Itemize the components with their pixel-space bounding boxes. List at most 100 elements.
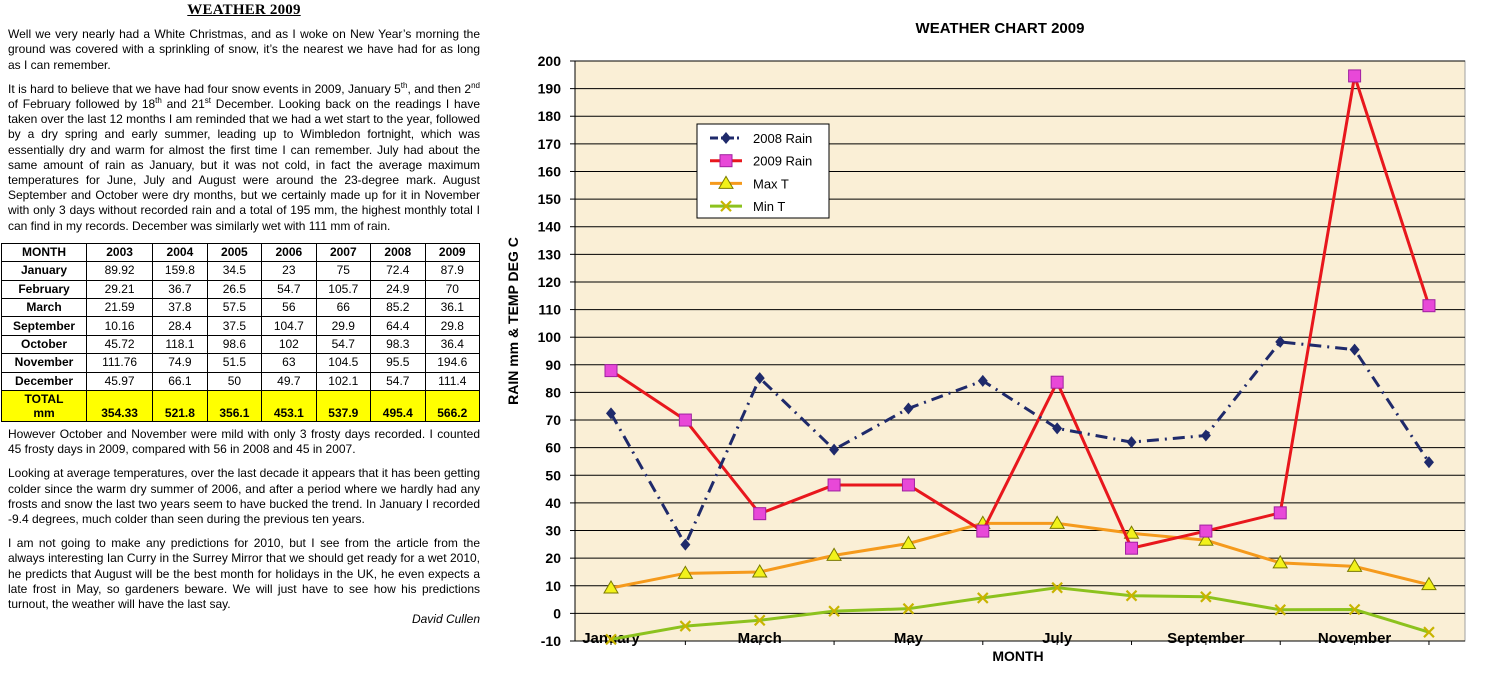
marker-stroke <box>977 592 989 604</box>
series-2009-rain <box>604 69 1436 555</box>
table-cell: 98.6 <box>206 334 263 355</box>
table-header-cell: 2003 <box>85 242 154 263</box>
article-paragraph-3: However October and November were mild w… <box>8 426 480 457</box>
legend-label: 2008 Rain <box>753 131 812 146</box>
data-point <box>1125 541 1139 555</box>
data-point <box>605 633 617 646</box>
table-cell: 21.59 <box>85 298 154 318</box>
data-point <box>1123 525 1140 539</box>
marker-stroke <box>1423 626 1435 638</box>
legend-marker <box>720 200 732 212</box>
x-axis: JanuaryMarchMayJulySeptemberNovember <box>582 630 1430 647</box>
data-point <box>900 535 917 550</box>
table-cell: 87.9 <box>424 261 481 281</box>
table-header-row: MONTH 2003 2004 2005 2006 2007 2008 2009 <box>1 242 481 263</box>
y-tick-label: 50 <box>545 467 561 483</box>
legend-label: Max T <box>753 176 789 191</box>
table-cell: 70 <box>424 279 481 300</box>
table-cell: 37.5 <box>206 316 263 336</box>
data-point <box>1422 299 1436 313</box>
table-cell: 66.1 <box>152 371 208 391</box>
table-cell: 118.1 <box>152 334 208 355</box>
article-column: WEATHER 2009 Well we very nearly had a W… <box>1 0 481 674</box>
chart-legend: 2008 Rain 2009 Rain Max T Min T <box>696 123 830 219</box>
table-row: September 10.16 28.4 37.5 104.7 29.9 64.4 29.8 <box>1 316 481 336</box>
table-cell: 74.9 <box>152 353 208 373</box>
y-tick-label: -10 <box>541 633 561 649</box>
y-tick-label: 170 <box>538 136 562 152</box>
data-point <box>751 563 768 578</box>
y-tick-label: 180 <box>538 108 562 124</box>
chart-x-axis-label: MONTH <box>992 648 1043 664</box>
series-line <box>610 74 1431 550</box>
table-cell: 51.5 <box>206 353 263 373</box>
y-tick-label: 10 <box>545 578 561 594</box>
table-row: November 111.76 74.9 51.5 63 104.5 95.5 194.6 <box>1 353 481 373</box>
data-point <box>603 579 619 594</box>
data-point <box>902 602 915 615</box>
series-line <box>610 521 1430 590</box>
data-point <box>1346 558 1363 572</box>
article-title: WEATHER 2009 <box>187 2 301 18</box>
table-header-cell: 2007 <box>315 242 372 263</box>
table-header-cell: 2006 <box>261 242 317 263</box>
rainfall-table: MONTH 2003 2004 2005 2006 2007 2008 2009… <box>1 242 481 422</box>
data-point <box>1198 532 1214 546</box>
article-paragraph-2: It is hard to believe that we have had f… <box>8 80 481 233</box>
table-cell: 45.97 <box>85 371 154 391</box>
table-header-cell: MONTH <box>1 242 87 263</box>
legend-box <box>696 123 830 219</box>
legend-item: Min T <box>710 199 785 214</box>
table-cell: 66 <box>315 298 372 318</box>
marker-stroke <box>1051 581 1063 594</box>
table-month-cell: November <box>1 353 87 373</box>
data-point <box>1125 589 1138 602</box>
data-point <box>1421 576 1437 591</box>
legend-marker <box>721 132 731 144</box>
weather-chart: WEATHER CHART 2009 RAIN mm & TEMP DEG C … <box>500 0 1511 674</box>
table-cell: 98.3 <box>370 334 426 355</box>
table-cell: 23 <box>261 261 317 281</box>
data-point <box>828 605 840 617</box>
table-cell: 104.7 <box>261 316 317 336</box>
table-row: February 29.21 36.7 26.5 54.7 105.7 24.9 70 <box>1 279 481 300</box>
table-cell: 29.21 <box>85 279 154 300</box>
data-point <box>1272 554 1289 569</box>
chart-y-axis-label: RAIN mm & TEMP DEG C <box>505 237 521 405</box>
data-point <box>1423 456 1434 469</box>
series-min-t <box>605 581 1435 646</box>
x-tick-label: November <box>1318 630 1392 647</box>
table-cell: 102 <box>261 334 317 355</box>
table-month-cell: January <box>1 261 87 281</box>
data-point <box>680 538 691 551</box>
table-total-cell: 495.4 <box>370 389 426 422</box>
table-month-cell: March <box>1 298 87 318</box>
legend-label: 2009 Rain <box>753 154 812 169</box>
article-paragraph-5: I am not going to make any predictions f… <box>8 536 480 611</box>
table-cell: 56 <box>261 298 317 318</box>
legend-marker <box>719 154 733 168</box>
table-month-cell: October <box>1 334 87 355</box>
table-cell: 194.6 <box>424 353 481 373</box>
table-total-label: TOTAL mm <box>1 389 87 422</box>
x-tick-label: March <box>738 630 782 647</box>
table-cell: 54.7 <box>261 279 317 300</box>
y-tick-label: 30 <box>545 523 561 539</box>
y-tick-label: 40 <box>545 495 561 511</box>
data-point <box>976 524 990 538</box>
marker-stroke <box>679 620 692 632</box>
data-point <box>1051 581 1063 594</box>
marker-stroke <box>605 633 617 646</box>
table-cell: 24.9 <box>370 279 426 300</box>
data-point <box>829 443 840 456</box>
table-cell: 64.4 <box>370 316 426 336</box>
y-tick-label: 190 <box>538 81 562 97</box>
table-cell: 26.5 <box>206 279 263 300</box>
marker-stroke <box>1200 591 1212 603</box>
data-point <box>1348 69 1362 83</box>
data-point <box>1349 343 1360 356</box>
table-cell: 36.4 <box>424 334 481 355</box>
y-tick-label: 200 <box>538 53 562 69</box>
table-total-cell: 537.9 <box>315 389 372 422</box>
data-point <box>1050 375 1064 389</box>
